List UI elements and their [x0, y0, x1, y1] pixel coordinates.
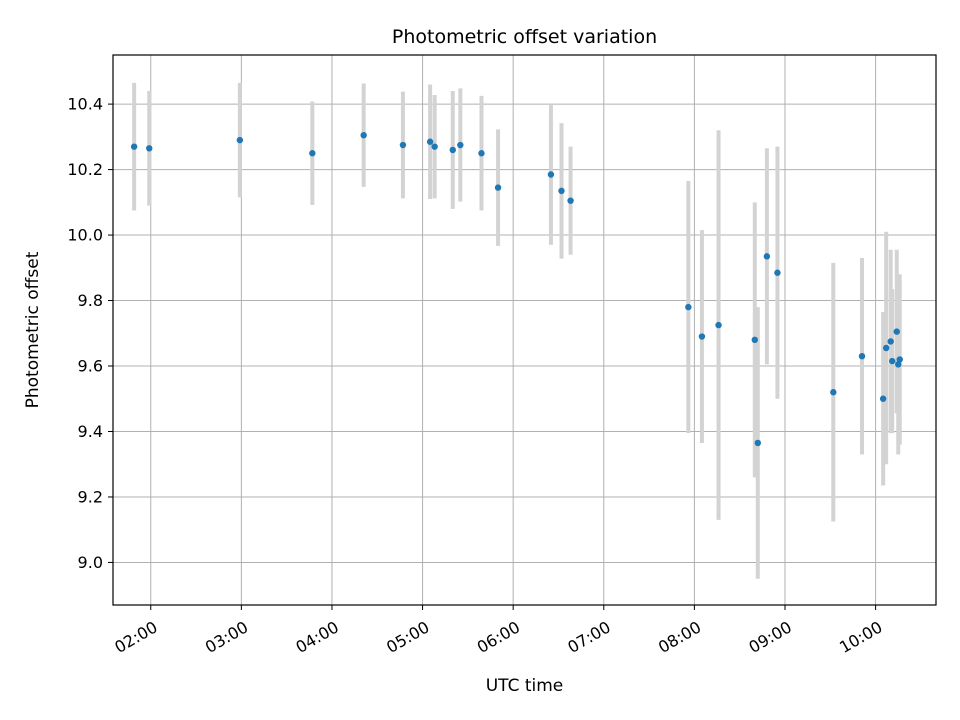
data-point	[685, 303, 692, 311]
y-tick-label: 9.6	[78, 357, 103, 376]
y-axis: 9.0 9.2 9.4 9.6 9.8 10.0 10.2 10.4	[67, 95, 113, 572]
y-tick-label: 10.2	[67, 160, 103, 179]
y-tick-label: 10.0	[67, 226, 103, 245]
y-tick-label: 9.4	[78, 422, 103, 441]
data-point	[494, 184, 502, 191]
data-point	[146, 145, 153, 152]
plot-frame	[112, 54, 937, 606]
data-point	[426, 138, 434, 145]
data-point	[887, 338, 894, 345]
data-point	[399, 141, 407, 149]
data-point	[879, 395, 887, 402]
data-point	[858, 352, 866, 360]
y-axis-title: Photometric offset	[23, 251, 43, 408]
x-axis-title: UTC time	[486, 676, 564, 696]
data-point	[236, 136, 244, 144]
data-point	[457, 141, 464, 149]
y-tick-label: 9.8	[78, 291, 103, 310]
data-point	[547, 171, 555, 178]
data-point	[309, 150, 316, 157]
y-tick-label: 9.0	[78, 553, 103, 572]
data-point	[360, 132, 367, 139]
data-point	[895, 361, 902, 368]
data-point	[763, 253, 771, 260]
data-point	[830, 389, 837, 396]
data-point	[889, 357, 896, 365]
data-point	[754, 439, 762, 447]
data-point	[431, 143, 438, 150]
chart-title: Photometric offset variation	[392, 26, 657, 48]
data-point	[130, 143, 138, 150]
data-point	[896, 356, 903, 363]
grid	[113, 55, 936, 605]
data-point	[478, 150, 485, 157]
data-point	[882, 344, 890, 352]
data-point	[751, 336, 758, 344]
data-point	[698, 333, 706, 340]
data-point	[558, 187, 565, 195]
data-point	[567, 197, 574, 204]
y-tick-label: 10.4	[67, 95, 103, 114]
data-point	[893, 328, 900, 335]
data-point	[774, 269, 781, 276]
data-point	[449, 146, 456, 154]
data-points	[130, 132, 903, 447]
y-tick-label: 9.2	[78, 487, 103, 506]
data-point	[715, 321, 722, 329]
